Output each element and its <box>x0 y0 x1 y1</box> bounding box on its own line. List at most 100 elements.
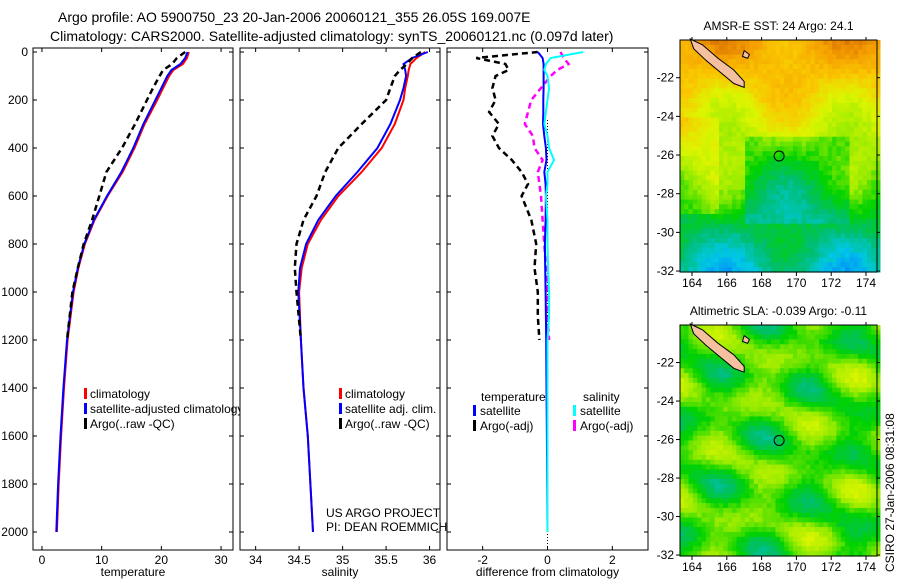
x-tick-label: 2 <box>609 553 616 567</box>
y-tick-label: 1600 <box>1 429 28 443</box>
argo-position-marker <box>773 150 785 162</box>
series-satellite-adjusted-climatology <box>55 51 189 533</box>
x-tick-label: 166 <box>717 560 737 574</box>
y-tick-label: -24 <box>657 109 675 123</box>
x-tick-label: 20 <box>155 553 169 567</box>
y-tick-label: -22 <box>657 71 675 85</box>
sst-map: AMSR-E SST: 24 Argo: 24.1 164 166 168 170 172… <box>657 19 881 290</box>
x-tick-label: 30 <box>214 553 228 567</box>
y-tick-label: -28 <box>657 471 675 485</box>
series-argo-adj--temperature <box>475 50 541 341</box>
plot-frame <box>32 47 234 551</box>
x-tick-label: 35 <box>336 553 350 567</box>
island-shape <box>741 334 751 344</box>
legend-label: Argo(..raw -QC) <box>345 417 430 431</box>
y-tick-label: 600 <box>8 189 28 203</box>
x-tick-label: 174 <box>856 560 876 574</box>
y-tick-label: 0 <box>21 45 28 59</box>
x-tick-label: 168 <box>752 560 772 574</box>
x-tick-label: 10 <box>95 553 109 567</box>
pi-label: PI: DEAN ROEMMICH <box>326 520 447 534</box>
profile-panels: 0 10 20 30020040060080010001200140016001800… <box>1 45 649 579</box>
x-axis-label: temperature <box>101 565 166 579</box>
series-satellite-adj-clim- <box>297 51 429 533</box>
island-shape <box>741 49 751 60</box>
map-cells <box>679 325 881 557</box>
legend-label: climatology <box>90 387 150 401</box>
x-tick-label: 35.5 <box>374 553 398 567</box>
y-tick-label: -26 <box>657 148 675 162</box>
sla-map: Altimetric SLA: -0.039 Argo: -0.11 164 166… <box>657 304 881 574</box>
y-tick-label: 1800 <box>1 477 28 491</box>
x-tick-label: 34 <box>249 553 263 567</box>
legend-swatch <box>84 403 87 414</box>
x-tick-label: -2 <box>477 553 488 567</box>
x-axis-label: salinity <box>322 565 359 579</box>
island-shape <box>689 323 745 373</box>
y-tick-label: 1400 <box>1 381 28 395</box>
x-tick-label: 172 <box>821 560 841 574</box>
x-axis-label: difference from climatology <box>476 565 619 579</box>
y-tick-label: 200 <box>8 93 28 107</box>
series-satellite-salinity <box>543 51 584 532</box>
x-tick-label: 172 <box>821 276 841 290</box>
legend-header-temperature: temperature <box>481 390 546 404</box>
project-label: US ARGO PROJECT <box>326 506 441 520</box>
figure-title-line2: Climatology: CARS2000. Satellite-adjuste… <box>50 28 613 44</box>
legend-label: climatology <box>345 387 405 401</box>
y-tick-label: -30 <box>657 225 675 239</box>
x-tick-label: 164 <box>682 276 702 290</box>
legend-header-salinity: salinity <box>583 390 620 404</box>
x-tick-label: 164 <box>682 560 702 574</box>
x-tick-label: 0 <box>39 553 46 567</box>
series-satellite-temperature <box>537 51 549 533</box>
y-tick-label: -32 <box>657 548 675 562</box>
legend-label: Argo(-adj) <box>480 419 533 433</box>
series-argo-raw-qc- <box>65 50 186 341</box>
x-tick-label: 166 <box>717 276 737 290</box>
figure-title-line1: Argo profile: AO 5900750_23 20-Jan-2006 … <box>58 9 531 25</box>
series-argo-raw-qc- <box>293 50 422 341</box>
y-tick-label: 1000 <box>1 285 28 299</box>
y-tick-label: -32 <box>657 264 675 278</box>
x-tick-label: 168 <box>752 276 772 290</box>
y-tick-label: 400 <box>8 141 28 155</box>
legend-label: satellite adj. clim. <box>345 402 436 416</box>
map-frame <box>679 324 878 557</box>
x-tick-label: 34.5 <box>287 553 311 567</box>
legend-swatch <box>473 420 476 431</box>
legend-swatch <box>339 418 342 429</box>
legend-label: satellite <box>480 404 521 418</box>
x-tick-label: 170 <box>786 560 806 574</box>
satellite-maps: AMSR-E SST: 24 Argo: 24.1 164 166 168 170 172… <box>657 19 881 574</box>
y-tick-label: 800 <box>8 237 28 251</box>
y-tick-label: -26 <box>657 433 675 447</box>
legend-swatch <box>339 403 342 414</box>
legend-swatch <box>84 418 87 429</box>
map-title: AMSR-E SST: 24 Argo: 24.1 <box>703 19 853 33</box>
x-tick-label: 36 <box>423 553 437 567</box>
x-tick-label: 170 <box>786 276 806 290</box>
map-cells <box>679 40 881 273</box>
y-tick-label: -22 <box>657 356 675 370</box>
x-tick-label: 174 <box>856 276 876 290</box>
legend-label: Argo(-adj) <box>580 419 633 433</box>
island-shape <box>689 38 745 89</box>
y-tick-label: 2000 <box>1 525 28 539</box>
plot-frame <box>239 47 441 551</box>
legend-swatch <box>339 388 342 399</box>
legend-label: satellite-adjusted climatology <box>90 402 243 416</box>
y-tick-label: -30 <box>657 510 675 524</box>
legend-label: Argo(..raw -QC) <box>90 417 175 431</box>
legend-label: satellite <box>580 404 621 418</box>
y-tick-label: 1200 <box>1 333 28 347</box>
legend-swatch <box>84 388 87 399</box>
panel-salinity: 34 34.5 35 35.5 36 salinity climatologysatelli… <box>239 47 441 579</box>
map-frame <box>679 39 878 273</box>
x-tick-label: 0 <box>544 553 551 567</box>
y-tick-label: -24 <box>657 394 675 408</box>
y-tick-label: -28 <box>657 187 675 201</box>
legend-swatch <box>573 405 576 416</box>
